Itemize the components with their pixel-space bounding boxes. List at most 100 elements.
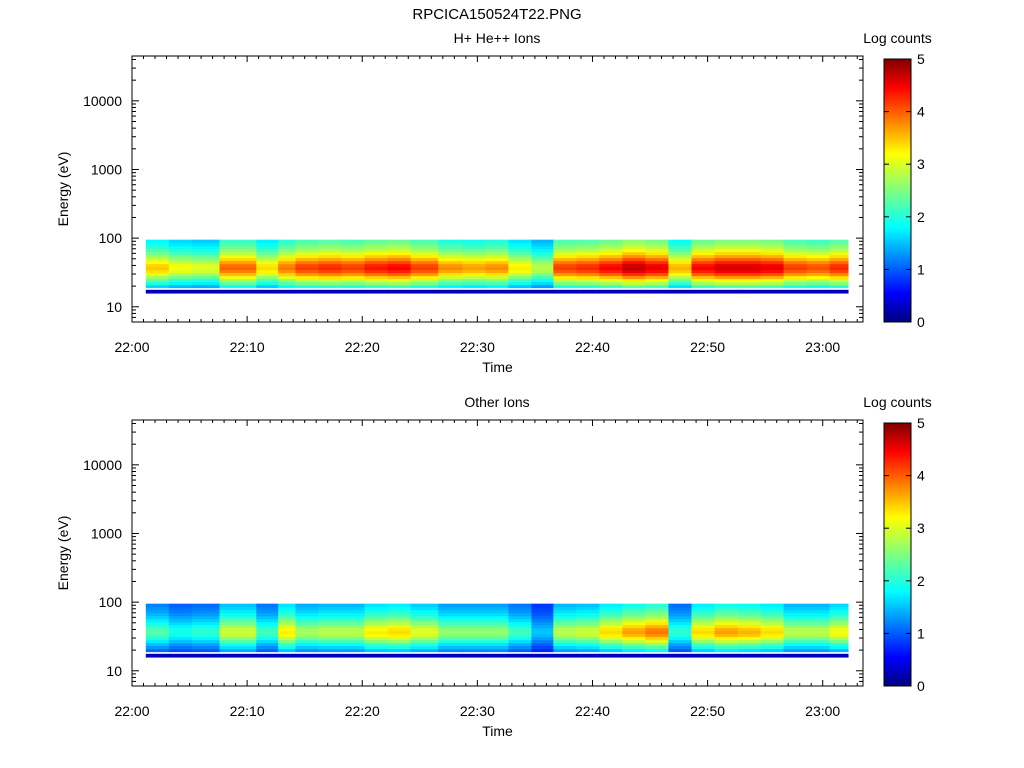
spectrogram-cell bbox=[278, 639, 296, 644]
x-tick-label: 22:50 bbox=[690, 703, 725, 719]
spectrogram-cell bbox=[145, 248, 170, 253]
spectrogram-cell bbox=[691, 242, 715, 247]
spectrogram-cell bbox=[714, 248, 739, 253]
x-tick-label: 22:30 bbox=[460, 339, 495, 355]
spectrogram-cell bbox=[462, 257, 486, 262]
spectrogram-cell bbox=[410, 254, 439, 259]
spectrogram-fringe bbox=[714, 653, 739, 658]
spectrogram-cell bbox=[438, 624, 463, 629]
panel-title: Other Ions bbox=[464, 394, 529, 410]
spectrogram-column bbox=[462, 239, 486, 294]
spectrogram-column bbox=[508, 603, 532, 658]
spectrogram-cell bbox=[318, 636, 343, 641]
spectrogram-cell bbox=[737, 266, 762, 271]
spectrogram-cell bbox=[278, 648, 296, 653]
spectrogram-cell bbox=[438, 612, 463, 617]
spectrogram-fringe bbox=[508, 653, 532, 658]
spectrogram-cell bbox=[737, 627, 762, 632]
spectrogram-cell bbox=[341, 636, 366, 641]
spectrogram-column bbox=[191, 603, 220, 658]
spectrogram-cell bbox=[438, 633, 463, 638]
spectrogram-cell bbox=[783, 284, 808, 289]
spectrogram-cell bbox=[508, 266, 532, 271]
spectrogram-cell bbox=[622, 269, 646, 274]
spectrogram-cell bbox=[599, 642, 623, 647]
spectrogram-cell bbox=[760, 606, 785, 611]
spectrogram-cell bbox=[553, 627, 577, 632]
spectrogram-fringe bbox=[191, 653, 220, 658]
spectrogram-cell bbox=[256, 260, 279, 265]
spectrogram-cell bbox=[145, 645, 170, 650]
spectrogram-cell bbox=[714, 615, 739, 620]
spectrogram-cell bbox=[508, 639, 532, 644]
spectrogram-cell bbox=[553, 618, 577, 623]
spectrogram-cell bbox=[622, 603, 646, 608]
spectrogram-column bbox=[760, 239, 785, 294]
spectrogram-cell bbox=[278, 627, 296, 632]
spectrogram-cell bbox=[531, 618, 554, 623]
spectrogram-cell bbox=[295, 636, 319, 641]
spectrogram-cell bbox=[599, 630, 623, 635]
spectrogram-cell bbox=[341, 269, 366, 274]
spectrogram-cell bbox=[462, 645, 486, 650]
spectrogram-cell bbox=[219, 642, 257, 647]
spectrogram-cell bbox=[191, 639, 220, 644]
spectrogram-cell bbox=[462, 284, 486, 289]
spectrogram-cell bbox=[438, 272, 463, 277]
spectrogram-cell bbox=[191, 636, 220, 641]
spectrogram-cell bbox=[145, 630, 170, 635]
spectrogram-cell bbox=[410, 612, 439, 617]
spectrogram-cell bbox=[622, 645, 646, 650]
spectrogram-cell bbox=[256, 269, 279, 274]
spectrogram-fringe bbox=[256, 289, 279, 294]
spectrogram-cell bbox=[645, 254, 669, 259]
spectrogram-cell bbox=[364, 606, 389, 611]
spectrogram-cell bbox=[622, 639, 646, 644]
spectrogram-fringe bbox=[341, 653, 366, 658]
spectrogram-column bbox=[278, 239, 296, 294]
spectrogram-cell bbox=[462, 272, 486, 277]
spectrogram-cell bbox=[145, 254, 170, 259]
spectrogram-cell bbox=[760, 239, 785, 244]
spectrogram-cell bbox=[191, 272, 220, 277]
spectrogram-cell bbox=[168, 636, 193, 641]
spectrogram-cell bbox=[599, 260, 623, 265]
spectrogram-cell bbox=[553, 248, 577, 253]
x-tick-label: 22:40 bbox=[575, 339, 610, 355]
spectrogram-cell bbox=[599, 239, 623, 244]
spectrogram-fringe bbox=[691, 653, 715, 658]
spectrogram-cell bbox=[191, 251, 220, 256]
spectrogram-column bbox=[256, 603, 279, 658]
spectrogram-cell bbox=[760, 257, 785, 262]
spectrogram-cell bbox=[278, 636, 296, 641]
spectrogram-cell bbox=[219, 281, 257, 286]
spectrogram-cell bbox=[599, 639, 623, 644]
spectrogram-cell bbox=[622, 242, 646, 247]
spectrogram-cell bbox=[737, 278, 762, 283]
colorbar: Log counts 0 1 2 3 4 5 bbox=[863, 30, 932, 330]
spectrogram-column bbox=[364, 603, 389, 658]
spectrogram-cell bbox=[668, 257, 692, 262]
spectrogram-fringe bbox=[829, 289, 849, 294]
spectrogram-cell bbox=[278, 633, 296, 638]
spectrogram-cell bbox=[168, 603, 193, 608]
spectrogram-cell bbox=[714, 618, 739, 623]
spectrogram-cell bbox=[714, 633, 739, 638]
spectrogram-cell bbox=[668, 648, 692, 653]
spectrogram-cell bbox=[599, 615, 623, 620]
spectrogram-cell bbox=[191, 245, 220, 250]
spectrogram-cell bbox=[219, 245, 257, 250]
spectrogram-cell bbox=[364, 272, 389, 277]
spectrogram-cell bbox=[668, 615, 692, 620]
spectrogram-column bbox=[295, 239, 319, 294]
spectrogram-cell bbox=[462, 266, 486, 271]
spectrogram-cell bbox=[341, 257, 366, 262]
spectrogram-cell bbox=[645, 621, 669, 626]
spectrogram-cell bbox=[553, 624, 577, 629]
spectrogram-cell bbox=[410, 627, 439, 632]
spectrogram-fringe bbox=[168, 653, 193, 658]
spectrogram-cell bbox=[191, 239, 220, 244]
spectrogram-cell bbox=[318, 645, 343, 650]
spectrogram-cell bbox=[387, 645, 412, 650]
spectrogram-cell bbox=[645, 266, 669, 271]
